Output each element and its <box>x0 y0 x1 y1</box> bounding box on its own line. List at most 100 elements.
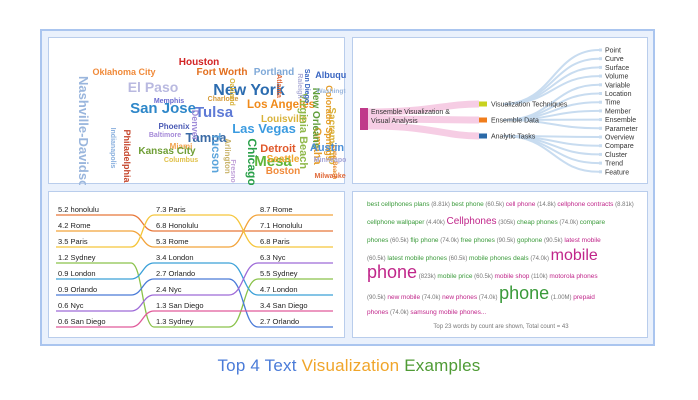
leaf-label-cluster: Cluster <box>605 152 628 159</box>
cloud-word-long-beach: Long Beach <box>331 145 337 180</box>
rank-cell-2-1: 7.1 Honolulu <box>260 221 302 230</box>
cloud-word-tampa: Tampa <box>186 130 228 145</box>
leaf-link-parameter <box>502 119 600 130</box>
rank-cell-0-6: 0.6 Nyc <box>58 301 84 310</box>
rank-cell-0-7: 0.6 San Diego <box>58 317 106 326</box>
leaf-label-time: Time <box>605 100 620 107</box>
mid-label-analytic-tasks: Analytic Tasks <box>491 134 536 141</box>
keyword-line-6: phones (74.0k) samsung mobile phones... <box>367 309 486 316</box>
keyword-footer: Top 23 words by count are shown, Total c… <box>433 324 569 330</box>
ribbon-san-diego-0 <box>56 310 155 328</box>
leaf-node-point <box>599 48 602 52</box>
cloud-word-tulsa: Tulsa <box>195 104 234 121</box>
cloud-word-sacramento: Sacramento <box>326 107 337 164</box>
cloud-word-arlington: Arlington <box>223 138 232 174</box>
cloud-word-seattle: Seattle <box>267 154 300 165</box>
leaf-node-volume <box>599 74 602 78</box>
leaf-node-compare <box>599 144 602 148</box>
leaf-label-feature: Feature <box>605 169 629 176</box>
cloud-word-charlotte: Charlotte <box>208 96 239 103</box>
cloud-word-portland: Portland <box>254 67 295 78</box>
rank-cell-1-2: 5.3 Rome <box>156 237 189 246</box>
rank-cell-0-4: 0.9 London <box>58 269 96 278</box>
ribbon-paris-1 <box>154 214 259 248</box>
root-link-0 <box>367 100 480 116</box>
rank-cell-0-2: 3.5 Paris <box>58 237 88 246</box>
cloud-word-raleigh: Raleigh <box>296 73 303 98</box>
ranking-chart: 5.2 honolulu 4.2 Rome 3.5 Paris 1.2 Sydney 0… <box>56 205 333 328</box>
leaf-link-volume <box>502 75 600 105</box>
root-link-2 <box>367 122 480 140</box>
cloud-word-austin: Austin <box>310 142 345 154</box>
leaf-label-overview: Overview <box>605 135 635 142</box>
leaf-node-location <box>599 92 602 95</box>
cloud-word-oklahoma-city: Oklahoma City <box>92 67 155 77</box>
leaf-node-cluster <box>599 152 602 156</box>
cloud-word-las-vegas: Las Vegas <box>232 121 296 136</box>
leaf-node-feature <box>599 170 602 174</box>
ribbon-rome-0 <box>56 230 155 248</box>
leaf-label-ensemble: Ensemble <box>605 117 636 124</box>
root-label: Ensemble Visualization & Visual Analysis <box>371 109 450 125</box>
ribbon-orlando-0 <box>56 278 155 296</box>
rank-cell-2-2: 6.8 Paris <box>260 237 290 246</box>
rank-cell-1-5: 2.4 Nyc <box>156 285 182 294</box>
leaf-node-trend <box>599 161 602 165</box>
cloud-word-denver: Denver <box>190 110 200 141</box>
rank-cell-2-4: 5.5 Sydney <box>260 269 298 278</box>
caption-part-1: Top 4 Text <box>217 356 302 375</box>
mid-node-ensemble-data <box>479 117 487 123</box>
cloud-word-colorado-springs: Colorado Springs <box>324 85 334 161</box>
cloud-word-fresno: Fresno <box>229 159 236 182</box>
rank-cell-1-6: 1.3 San Diego <box>156 301 204 310</box>
rank-cell-2-5: 4.7 London <box>260 285 298 294</box>
leaf-label-surface: Surface <box>605 65 629 72</box>
cloud-word-louisville: Louisville <box>261 114 308 125</box>
leaf-node-member <box>599 109 602 113</box>
cloud-word-miami: Miami <box>170 142 193 151</box>
ribbon-rome-1 <box>154 214 259 248</box>
cloud-word-los-angeles: Los Angeles <box>247 99 315 111</box>
caption-part-2: Visualization <box>301 356 400 375</box>
cloud-word-memphis: Memphis <box>154 98 184 105</box>
leaf-node-curve <box>599 57 602 61</box>
leaf-node-variable <box>599 83 602 87</box>
cloud-word-minneapolis: Minneapolis <box>314 157 346 164</box>
rank-cell-2-3: 6.3 Nyc <box>260 253 286 262</box>
leaf-label-trend: Trend <box>605 161 623 168</box>
leaf-label-location: Location <box>605 91 632 98</box>
cloud-word-houston: Houston <box>179 57 220 68</box>
keyword-line-2: phones (60.5k) flip phone (74.0k) free p… <box>367 237 601 244</box>
keyword-list-panel: best cellphones plans (8.81k) best phone… <box>352 191 648 338</box>
rank-cell-1-7: 1.3 Sydney <box>156 317 194 326</box>
leaf-label-parameter: Parameter <box>605 126 638 133</box>
leaf-node-overview <box>599 135 602 139</box>
keyword-line-4: phone (823k) mobile price (60.5k) mobile… <box>367 262 598 282</box>
leaf-label-point: Point <box>605 48 621 55</box>
cloud-word-chicago: Chicago <box>245 138 259 185</box>
ribbon-london-1 <box>154 262 259 296</box>
ribbon-orlando-1 <box>154 278 259 328</box>
cloud-word-albuquerque: Albuquerque <box>315 70 346 80</box>
cloud-word-new-orleans: New Orleans <box>310 88 321 149</box>
keyword-line-0: best cellphones plans (8.81k) best phone… <box>367 201 634 208</box>
cloud-word-oakland: Oakland <box>228 78 235 106</box>
caption: Top 4 Text Visualization Examples <box>0 356 698 376</box>
keyword-line-1: cellphone wallpaper (4.40k) Cellphones (… <box>367 216 605 227</box>
leaf-node-parameter <box>599 126 602 130</box>
cloud-word-el-paso: El Paso <box>128 79 179 95</box>
cloud-word-boston: Boston <box>266 166 300 177</box>
cloud-word-san-jose: San Jose <box>130 100 196 117</box>
rank-cell-2-0: 8.7 Rome <box>260 205 293 214</box>
rank-cell-0-3: 1.2 Sydney <box>58 253 96 262</box>
cloud-word-mesa: Mesa <box>254 153 292 170</box>
rank-cell-2-6: 3.4 San Diego <box>260 301 308 310</box>
cloud-word-san-diego: San Diego <box>303 69 310 103</box>
leaf-label-compare: Compare <box>605 143 634 150</box>
tree-diagram: Ensemble Visualization & Visual Analysis P… <box>360 48 638 176</box>
rank-cell-1-0: 7.3 Paris <box>156 205 186 214</box>
rank-cell-2-7: 2.7 Orlando <box>260 317 299 326</box>
leaf-label-variable: Variable <box>605 82 630 89</box>
rank-cell-0-1: 4.2 Rome <box>58 221 91 230</box>
